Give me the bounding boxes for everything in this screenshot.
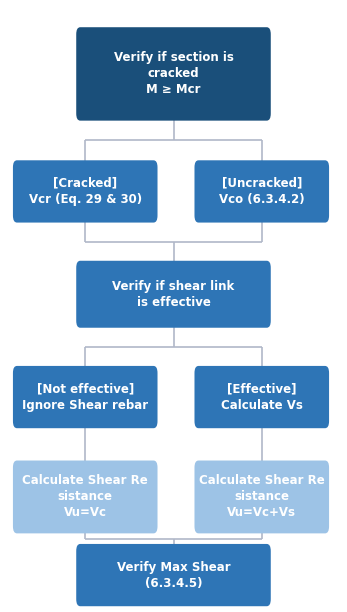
Text: Verify if section is
cracked
M ≥ Mcr: Verify if section is cracked M ≥ Mcr bbox=[113, 51, 234, 97]
FancyBboxPatch shape bbox=[194, 160, 329, 223]
FancyBboxPatch shape bbox=[76, 261, 271, 328]
FancyBboxPatch shape bbox=[13, 160, 158, 223]
FancyBboxPatch shape bbox=[76, 27, 271, 121]
Text: Calculate Shear Re
sistance
Vu=Vc+Vs: Calculate Shear Re sistance Vu=Vc+Vs bbox=[199, 474, 325, 520]
FancyBboxPatch shape bbox=[76, 544, 271, 606]
FancyBboxPatch shape bbox=[194, 366, 329, 428]
FancyBboxPatch shape bbox=[13, 366, 158, 428]
Text: [Not effective]
Ignore Shear rebar: [Not effective] Ignore Shear rebar bbox=[22, 382, 148, 411]
Text: [Cracked]
Vcr (Eq. 29 & 30): [Cracked] Vcr (Eq. 29 & 30) bbox=[29, 177, 142, 206]
Text: Verify Max Shear
(6.3.4.5): Verify Max Shear (6.3.4.5) bbox=[117, 561, 230, 589]
Text: Verify if shear link
is effective: Verify if shear link is effective bbox=[112, 280, 235, 308]
Text: [Uncracked]
Vco (6.3.4.2): [Uncracked] Vco (6.3.4.2) bbox=[219, 177, 305, 206]
FancyBboxPatch shape bbox=[13, 460, 158, 534]
FancyBboxPatch shape bbox=[194, 460, 329, 534]
Text: [Effective]
Calculate Vs: [Effective] Calculate Vs bbox=[221, 382, 303, 411]
Text: Calculate Shear Re
sistance
Vu=Vc: Calculate Shear Re sistance Vu=Vc bbox=[22, 474, 148, 520]
